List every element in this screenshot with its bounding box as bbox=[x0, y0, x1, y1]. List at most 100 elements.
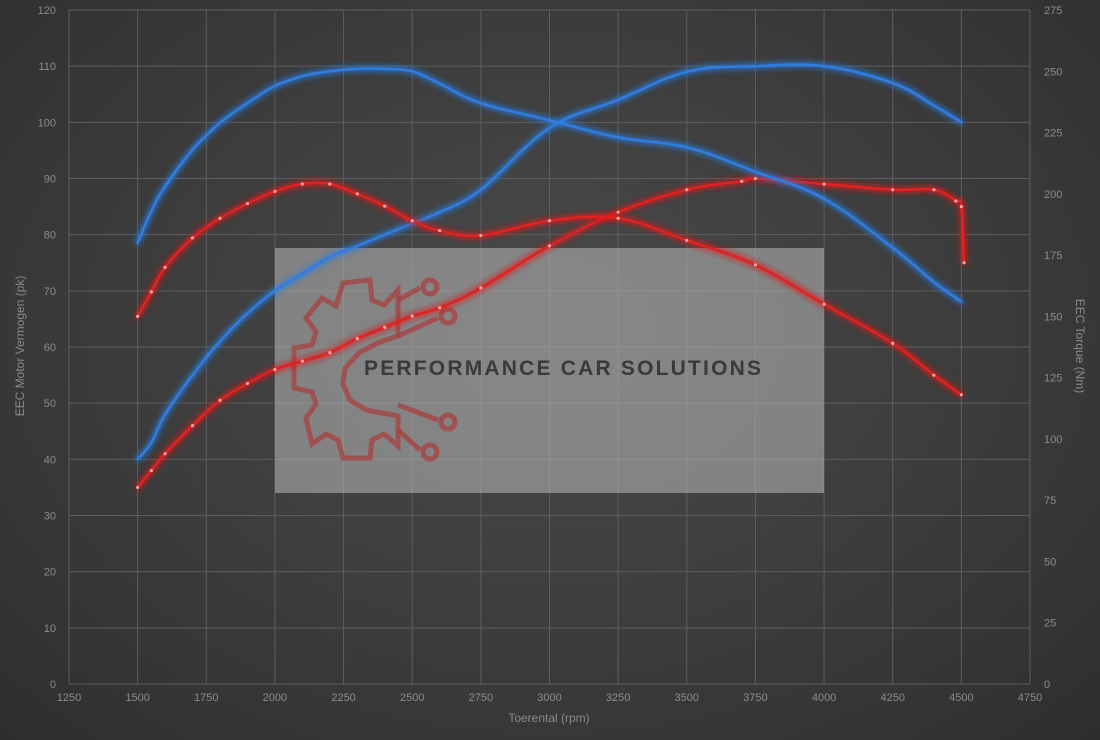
torque-tuned-line bbox=[136, 181, 963, 397]
series-point bbox=[740, 179, 744, 183]
series-point bbox=[136, 458, 139, 461]
series-point bbox=[328, 70, 331, 73]
series-point bbox=[932, 188, 936, 192]
series-point bbox=[753, 263, 758, 267]
right-tick-label: 50 bbox=[1044, 556, 1056, 568]
series-point bbox=[962, 261, 966, 265]
series-point bbox=[960, 121, 963, 124]
left-tick-label: 50 bbox=[44, 398, 56, 410]
series-point bbox=[300, 182, 304, 186]
series-point bbox=[191, 373, 194, 376]
series-point bbox=[383, 204, 387, 208]
series-point bbox=[273, 367, 277, 372]
right-tick-label: 175 bbox=[1044, 250, 1062, 262]
series-point bbox=[891, 246, 894, 249]
series-point bbox=[754, 170, 757, 173]
gear-logo-icon bbox=[291, 277, 458, 462]
x-tick-label: 4250 bbox=[880, 692, 904, 704]
x-tick-label: 4750 bbox=[1018, 692, 1042, 704]
right-tick-label: 225 bbox=[1044, 128, 1062, 140]
series-point bbox=[685, 238, 689, 242]
series-point bbox=[548, 126, 551, 129]
series-point bbox=[438, 82, 441, 85]
series-point bbox=[149, 468, 153, 473]
x-tick-label: 3000 bbox=[537, 692, 561, 704]
series-point bbox=[355, 192, 359, 196]
grid bbox=[68, 9, 1031, 685]
series-point bbox=[479, 188, 482, 191]
series-point bbox=[479, 286, 483, 290]
left-tick-label: 120 bbox=[38, 5, 56, 17]
x-axis-title: Toerental (rpm) bbox=[508, 711, 589, 725]
series-point bbox=[190, 424, 195, 428]
series-point bbox=[328, 256, 331, 259]
series-point bbox=[218, 121, 221, 124]
torque-stock-line bbox=[136, 67, 963, 303]
left-tick-label: 90 bbox=[44, 174, 56, 186]
series-point bbox=[822, 182, 826, 186]
left-tick-label: 40 bbox=[44, 454, 56, 466]
series-point bbox=[617, 98, 620, 101]
series-point bbox=[438, 211, 441, 214]
series-point bbox=[191, 148, 194, 151]
series-point bbox=[954, 199, 958, 203]
series-layer bbox=[136, 63, 966, 490]
series-point bbox=[960, 300, 963, 303]
series-point bbox=[149, 290, 153, 294]
series-point bbox=[383, 67, 386, 70]
series-point bbox=[218, 398, 222, 402]
series-point bbox=[891, 188, 895, 192]
left-axis-ticks: 0 10 20 30 40 50 60 70 80 90 100 110 120 bbox=[38, 5, 56, 691]
right-tick-label: 125 bbox=[1044, 373, 1062, 385]
x-tick-label: 1750 bbox=[194, 692, 218, 704]
series-point bbox=[411, 70, 414, 73]
series-point bbox=[822, 197, 825, 200]
series-point bbox=[164, 185, 167, 188]
left-tick-label: 110 bbox=[38, 61, 56, 73]
series-point bbox=[245, 381, 250, 386]
series-point bbox=[150, 441, 153, 444]
series-point bbox=[356, 67, 359, 70]
series-point bbox=[301, 272, 304, 275]
series-point bbox=[617, 136, 620, 139]
series-point bbox=[822, 302, 826, 306]
left-tick-label: 20 bbox=[44, 567, 56, 579]
series-point bbox=[753, 176, 758, 181]
series-point bbox=[301, 75, 304, 78]
series-point bbox=[754, 65, 757, 68]
series-point bbox=[891, 81, 894, 84]
series-point bbox=[410, 314, 414, 318]
series-point bbox=[891, 341, 895, 345]
series-point bbox=[273, 189, 277, 193]
left-tick-label: 30 bbox=[44, 511, 56, 523]
series-point bbox=[685, 70, 688, 73]
series-point bbox=[218, 340, 221, 343]
series-point bbox=[438, 306, 442, 310]
series-point bbox=[932, 104, 935, 107]
series-point bbox=[479, 102, 482, 105]
series-point bbox=[959, 393, 963, 397]
right-axis-ticks: 0 25 50 75 100 125 150 175 200 225 250 275 bbox=[1044, 5, 1062, 691]
left-axis-title: EEC Motor Vermogen (pk) bbox=[13, 276, 27, 417]
watermark-text: PERFORMANCE CAR SOLUTIONS bbox=[364, 357, 763, 380]
series-point bbox=[685, 146, 688, 149]
x-tick-label: 1250 bbox=[57, 692, 81, 704]
right-tick-label: 250 bbox=[1044, 66, 1062, 78]
series-point bbox=[150, 209, 153, 212]
series-point bbox=[356, 244, 359, 247]
power-stock-line bbox=[136, 63, 963, 461]
series-point bbox=[547, 244, 552, 248]
series-point bbox=[616, 216, 620, 220]
series-point bbox=[438, 228, 442, 233]
left-tick-label: 10 bbox=[44, 623, 56, 635]
series-point bbox=[616, 210, 620, 214]
x-tick-label: 4500 bbox=[949, 692, 973, 704]
series-point bbox=[548, 119, 551, 122]
series-point bbox=[136, 241, 139, 244]
watermark-panel bbox=[275, 248, 824, 493]
series-point bbox=[959, 204, 963, 209]
series-point bbox=[163, 452, 167, 456]
series-point bbox=[218, 216, 222, 220]
series-point bbox=[328, 182, 332, 186]
x-tick-label: 1500 bbox=[125, 692, 149, 704]
